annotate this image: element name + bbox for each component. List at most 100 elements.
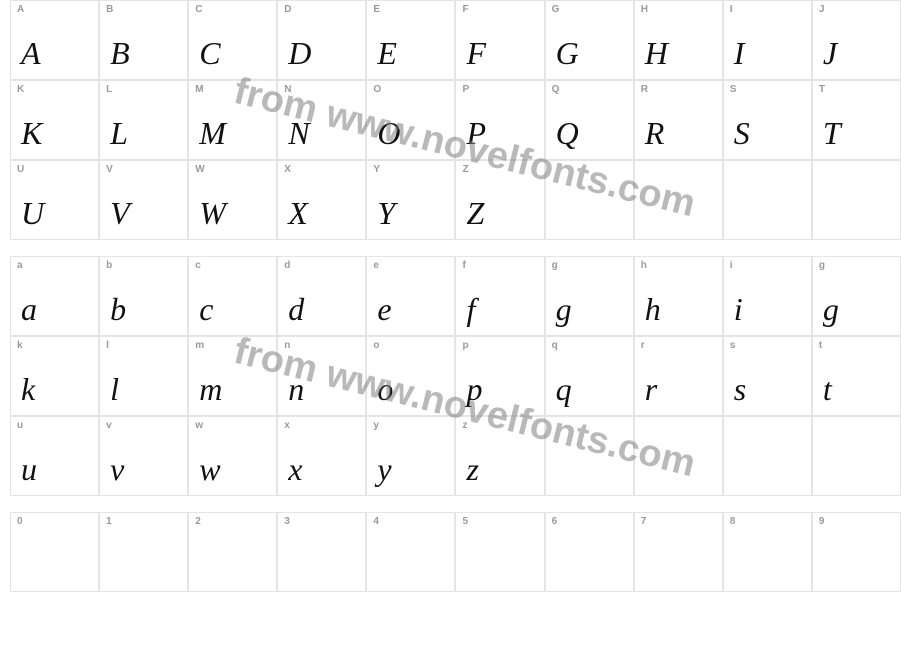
cell-label: F — [462, 5, 537, 15]
glyph — [462, 581, 537, 587]
cell-label: M — [195, 85, 270, 95]
glyph: Y — [373, 197, 448, 235]
glyph-cell-empty — [812, 160, 901, 240]
glyph — [641, 229, 716, 235]
cell-label: 7 — [641, 517, 716, 527]
cell-label: O — [373, 85, 448, 95]
glyph-cell-P: PP — [455, 80, 544, 160]
glyph: P — [462, 117, 537, 155]
glyph-cell-r: rr — [634, 336, 723, 416]
glyph-cell-T: TT — [812, 80, 901, 160]
glyph-cell-x: xx — [277, 416, 366, 496]
cell-label: 0 — [17, 517, 92, 527]
glyph: V — [106, 197, 181, 235]
glyph: H — [641, 37, 716, 75]
glyph: t — [819, 373, 894, 411]
cell-label: N — [284, 85, 359, 95]
cell-label: o — [373, 341, 448, 351]
glyph-cell-A: AA — [10, 0, 99, 80]
glyph-cell-I: II — [723, 0, 812, 80]
cell-label: 1 — [106, 517, 181, 527]
cell-label: T — [819, 85, 894, 95]
glyph-cell-y: yy — [366, 416, 455, 496]
glyph: F — [462, 37, 537, 75]
cell-label: R — [641, 85, 716, 95]
glyph: K — [17, 117, 92, 155]
glyph-cell-F: FF — [455, 0, 544, 80]
glyph-cell-l: ll — [99, 336, 188, 416]
cell-label: k — [17, 341, 92, 351]
cell-label: D — [284, 5, 359, 15]
glyph-cell-M: MM — [188, 80, 277, 160]
glyph-cell-g: gg — [812, 256, 901, 336]
glyph: J — [819, 37, 894, 75]
glyph: i — [730, 293, 805, 331]
glyph-cell-B: BB — [99, 0, 188, 80]
font-character-map: AABBCCDDEEFFGGHHIIJJKKLLMMNNOOPPQQRRSSTT… — [0, 0, 911, 592]
glyph-cell-i: ii — [723, 256, 812, 336]
cell-label: h — [641, 261, 716, 271]
glyph-cell-N: NN — [277, 80, 366, 160]
cell-label: K — [17, 85, 92, 95]
glyph — [730, 485, 805, 491]
glyph: n — [284, 373, 359, 411]
cell-label: Z — [462, 165, 537, 175]
cell-label: L — [106, 85, 181, 95]
glyph-cell-empty — [812, 416, 901, 496]
glyph-cell-s: ss — [723, 336, 812, 416]
glyph — [552, 581, 627, 587]
cell-label: a — [17, 261, 92, 271]
glyph-cell-t: tt — [812, 336, 901, 416]
glyph: T — [819, 117, 894, 155]
glyph: o — [373, 373, 448, 411]
glyph — [17, 581, 92, 587]
cell-label: C — [195, 5, 270, 15]
glyph: g — [819, 293, 894, 331]
glyph: E — [373, 37, 448, 75]
glyph-cell-p: pp — [455, 336, 544, 416]
cell-label: f — [462, 261, 537, 271]
glyph-cell-w: ww — [188, 416, 277, 496]
glyph: A — [17, 37, 92, 75]
glyph-cell-W: WW — [188, 160, 277, 240]
glyph: I — [730, 37, 805, 75]
glyph-cell-Q: QQ — [545, 80, 634, 160]
cell-label: J — [819, 5, 894, 15]
cell-label: s — [730, 341, 805, 351]
glyph-cell-v: vv — [99, 416, 188, 496]
cell-label: Q — [552, 85, 627, 95]
cell-label: G — [552, 5, 627, 15]
glyph-cell-S: SS — [723, 80, 812, 160]
glyph: x — [284, 453, 359, 491]
cell-label: g — [819, 261, 894, 271]
cell-label: g — [552, 261, 627, 271]
glyph-cell-q: qq — [545, 336, 634, 416]
glyph-cell-8: 8 — [723, 512, 812, 592]
glyph-cell-z: zz — [455, 416, 544, 496]
cell-label: r — [641, 341, 716, 351]
glyph-cell-D: DD — [277, 0, 366, 80]
glyph: c — [195, 293, 270, 331]
glyph: C — [195, 37, 270, 75]
glyph-cell-f: ff — [455, 256, 544, 336]
cell-label: u — [17, 421, 92, 431]
glyph: S — [730, 117, 805, 155]
glyph: k — [17, 373, 92, 411]
glyph-cell-h: hh — [634, 256, 723, 336]
cell-label: 9 — [819, 517, 894, 527]
glyph: e — [373, 293, 448, 331]
cell-label: b — [106, 261, 181, 271]
glyph-cell-m: mm — [188, 336, 277, 416]
glyph — [195, 581, 270, 587]
glyph — [552, 485, 627, 491]
glyph — [552, 229, 627, 235]
glyph-cell-J: JJ — [812, 0, 901, 80]
glyph: q — [552, 373, 627, 411]
glyph-cell-n: nn — [277, 336, 366, 416]
glyph-cell-6: 6 — [545, 512, 634, 592]
glyph-cell-c: cc — [188, 256, 277, 336]
uppercase-grid: AABBCCDDEEFFGGHHIIJJKKLLMMNNOOPPQQRRSSTT… — [10, 0, 901, 240]
glyph-cell-g: gg — [545, 256, 634, 336]
glyph-cell-u: uu — [10, 416, 99, 496]
glyph-cell-e: ee — [366, 256, 455, 336]
